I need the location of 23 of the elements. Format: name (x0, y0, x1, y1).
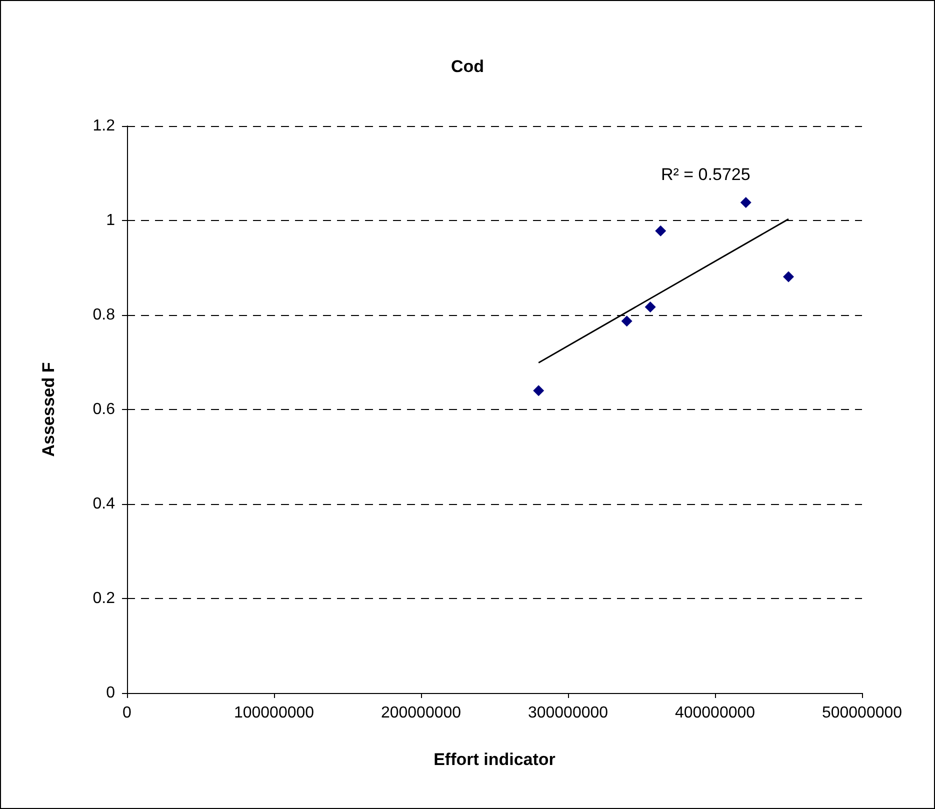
y-tick-label: 1.2 (92, 118, 116, 134)
chart-title: Cod (450, 57, 484, 76)
point (655, 225, 666, 236)
y-tick-label: 0.6 (92, 401, 116, 418)
x-tick-label: 400000000 (674, 704, 756, 722)
y-axis-title: Assessed F (39, 362, 58, 457)
y-tick-label: 0.8 (92, 306, 116, 324)
point (621, 316, 632, 327)
y-tick-label: 0.2 (92, 590, 116, 607)
point (533, 385, 544, 396)
y-tick-label: 0.4 (92, 496, 116, 512)
annotation: R² = 0.5725 (661, 165, 750, 184)
y-tick-label: 0 (106, 684, 116, 702)
x-tick-label: 200000000 (380, 704, 462, 722)
point (740, 197, 752, 208)
x-axis-title: Effort indicator (434, 750, 556, 769)
x-tick-label: 100000000 (234, 704, 314, 722)
x-tick-label: 0 (122, 704, 132, 722)
x-tick-label: 500000000 (822, 704, 902, 722)
y-tick-label: 1 (106, 212, 116, 229)
x-tick-label: 300000000 (528, 704, 608, 722)
point (783, 271, 794, 282)
point (644, 301, 656, 312)
